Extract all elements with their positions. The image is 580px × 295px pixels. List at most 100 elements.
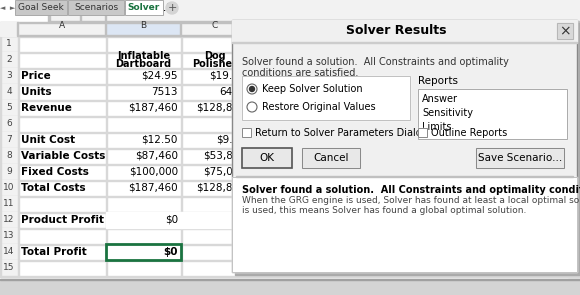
Bar	[0, 52, 580, 53]
Bar	[0, 84, 18, 100]
Bar	[48, 0, 49, 22]
Bar	[0, 244, 18, 260]
Bar	[15, 0, 67, 15]
Bar	[0, 36, 580, 37]
Bar	[329, 22, 359, 36]
Bar	[18, 36, 19, 276]
Bar	[449, 22, 479, 36]
Bar	[0, 279, 580, 295]
Bar	[236, 176, 573, 177]
Bar	[106, 244, 181, 260]
Bar	[181, 212, 249, 228]
Text: 8: 8	[6, 152, 12, 160]
Bar	[0, 148, 18, 164]
Text: 6: 6	[6, 119, 12, 129]
Text: 11: 11	[3, 199, 15, 209]
Text: conditions are satisfied.: conditions are satisfied.	[242, 68, 358, 78]
Bar	[418, 128, 427, 137]
Bar	[0, 164, 18, 180]
Text: 7513: 7513	[151, 87, 178, 97]
Bar	[0, 22, 18, 36]
Bar	[242, 148, 292, 168]
Text: fx: fx	[85, 2, 95, 12]
Text: +: +	[167, 3, 177, 13]
Text: G: G	[340, 22, 347, 30]
Text: D: D	[256, 22, 262, 30]
Text: L: L	[491, 22, 496, 30]
Text: Solver Results: Solver Results	[346, 24, 447, 37]
Bar	[479, 22, 509, 36]
Circle shape	[247, 102, 257, 112]
Text: ×: ×	[559, 24, 571, 38]
Text: Revenue: Revenue	[21, 103, 72, 113]
Text: Scenarios: Scenarios	[74, 4, 118, 12]
Bar	[418, 22, 419, 36]
Text: Dartboard: Dartboard	[115, 59, 172, 69]
Text: ×: ×	[54, 3, 62, 13]
Bar	[509, 22, 539, 36]
Bar	[0, 22, 580, 23]
Bar	[0, 228, 580, 229]
Bar	[232, 20, 577, 272]
Text: 5: 5	[6, 104, 12, 112]
Bar	[0, 22, 580, 36]
Bar	[80, 0, 81, 22]
Text: $12.50: $12.50	[142, 135, 178, 145]
Bar	[181, 36, 182, 276]
Bar	[302, 148, 360, 168]
Text: Reports: Reports	[418, 76, 458, 86]
Text: Sensitivity: Sensitivity	[422, 108, 473, 118]
Text: Cancel: Cancel	[313, 153, 349, 163]
Text: $9.50: $9.50	[216, 135, 246, 145]
Bar	[0, 132, 580, 133]
Bar	[476, 148, 564, 168]
Bar	[419, 22, 449, 36]
Text: Limits: Limits	[422, 122, 451, 132]
Bar	[125, 0, 163, 15]
Bar	[18, 22, 106, 36]
Bar	[0, 244, 580, 245]
Bar	[302, 148, 360, 168]
Text: Keep Solver Solution: Keep Solver Solution	[262, 84, 362, 94]
Bar	[0, 260, 580, 261]
Text: Total Costs: Total Costs	[21, 183, 86, 193]
Bar	[49, 0, 50, 22]
Bar	[181, 22, 249, 36]
Bar	[248, 22, 249, 36]
Bar	[106, 22, 181, 36]
Bar	[105, 22, 106, 36]
Text: 15: 15	[3, 263, 15, 273]
Bar	[418, 89, 567, 139]
Text: $53,838: $53,838	[203, 151, 246, 161]
Bar	[298, 22, 299, 36]
Text: 10: 10	[3, 183, 15, 193]
Bar	[0, 180, 580, 181]
Bar	[328, 22, 329, 36]
Bar	[557, 23, 573, 39]
Bar	[232, 20, 577, 42]
Text: H: H	[371, 22, 378, 30]
Text: 6458: 6458	[219, 87, 246, 97]
Bar	[0, 116, 18, 132]
Bar	[0, 148, 580, 149]
Bar	[0, 68, 580, 69]
Text: C: C	[212, 22, 218, 30]
Text: 9: 9	[6, 168, 12, 176]
Bar	[0, 68, 18, 84]
Text: $75,000: $75,000	[203, 167, 246, 177]
Text: 4: 4	[6, 88, 12, 96]
Text: 13: 13	[3, 232, 15, 240]
Bar	[17, 22, 18, 36]
Bar	[180, 22, 181, 36]
Bar	[0, 21, 580, 22]
Bar	[0, 0, 48, 22]
Bar	[268, 22, 269, 36]
Bar	[359, 22, 389, 36]
Text: 7: 7	[6, 135, 12, 145]
Text: Return to Solver Parameters Dialog: Return to Solver Parameters Dialog	[255, 127, 428, 137]
Text: I: I	[403, 22, 405, 30]
Bar	[242, 76, 410, 120]
Bar	[538, 22, 539, 36]
Text: $187,460: $187,460	[128, 103, 178, 113]
Text: ◄  ►: ◄ ►	[1, 5, 16, 11]
